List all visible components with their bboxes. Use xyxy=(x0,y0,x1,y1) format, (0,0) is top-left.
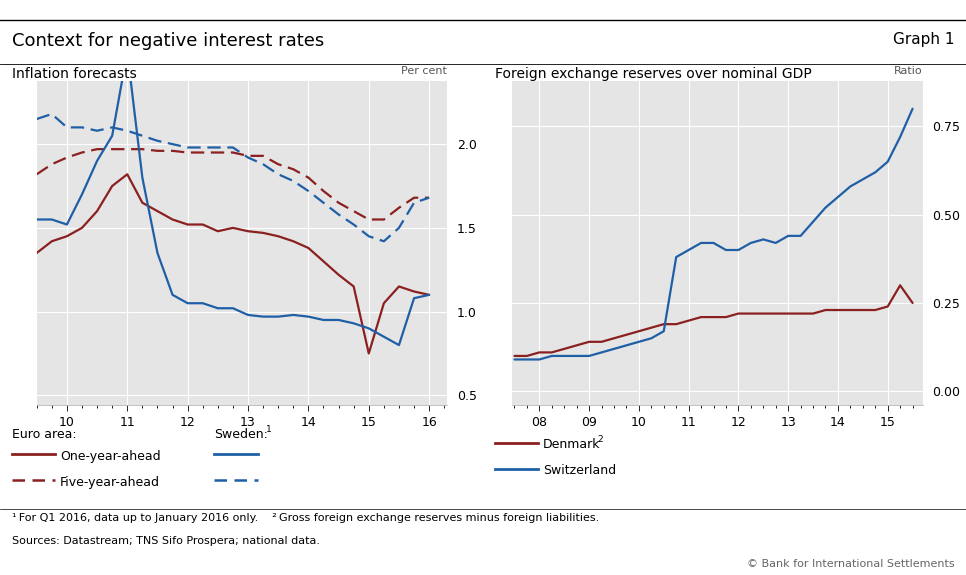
Text: Foreign exchange reserves over nominal GDP: Foreign exchange reserves over nominal G… xyxy=(495,67,811,81)
Text: ¹ For Q1 2016, data up to January 2016 only.    ² Gross foreign exchange reserve: ¹ For Q1 2016, data up to January 2016 o… xyxy=(12,513,599,523)
Text: 1: 1 xyxy=(266,426,271,435)
Text: One-year-ahead: One-year-ahead xyxy=(60,450,160,463)
Text: Denmark: Denmark xyxy=(543,438,601,451)
Text: Five-year-ahead: Five-year-ahead xyxy=(60,476,160,489)
Text: Graph 1: Graph 1 xyxy=(893,32,954,47)
Text: Context for negative interest rates: Context for negative interest rates xyxy=(12,32,324,49)
Text: Ratio: Ratio xyxy=(894,66,923,76)
Text: 2: 2 xyxy=(597,435,603,444)
Text: Sweden:: Sweden: xyxy=(214,428,269,442)
Text: Switzerland: Switzerland xyxy=(543,464,616,477)
Text: Euro area:: Euro area: xyxy=(12,428,76,442)
Text: Sources: Datastream; TNS Sifo Prospera; national data.: Sources: Datastream; TNS Sifo Prospera; … xyxy=(12,536,320,546)
Text: Inflation forecasts: Inflation forecasts xyxy=(12,67,136,81)
Text: © Bank for International Settlements: © Bank for International Settlements xyxy=(747,559,954,569)
Text: Per cent: Per cent xyxy=(402,66,447,76)
